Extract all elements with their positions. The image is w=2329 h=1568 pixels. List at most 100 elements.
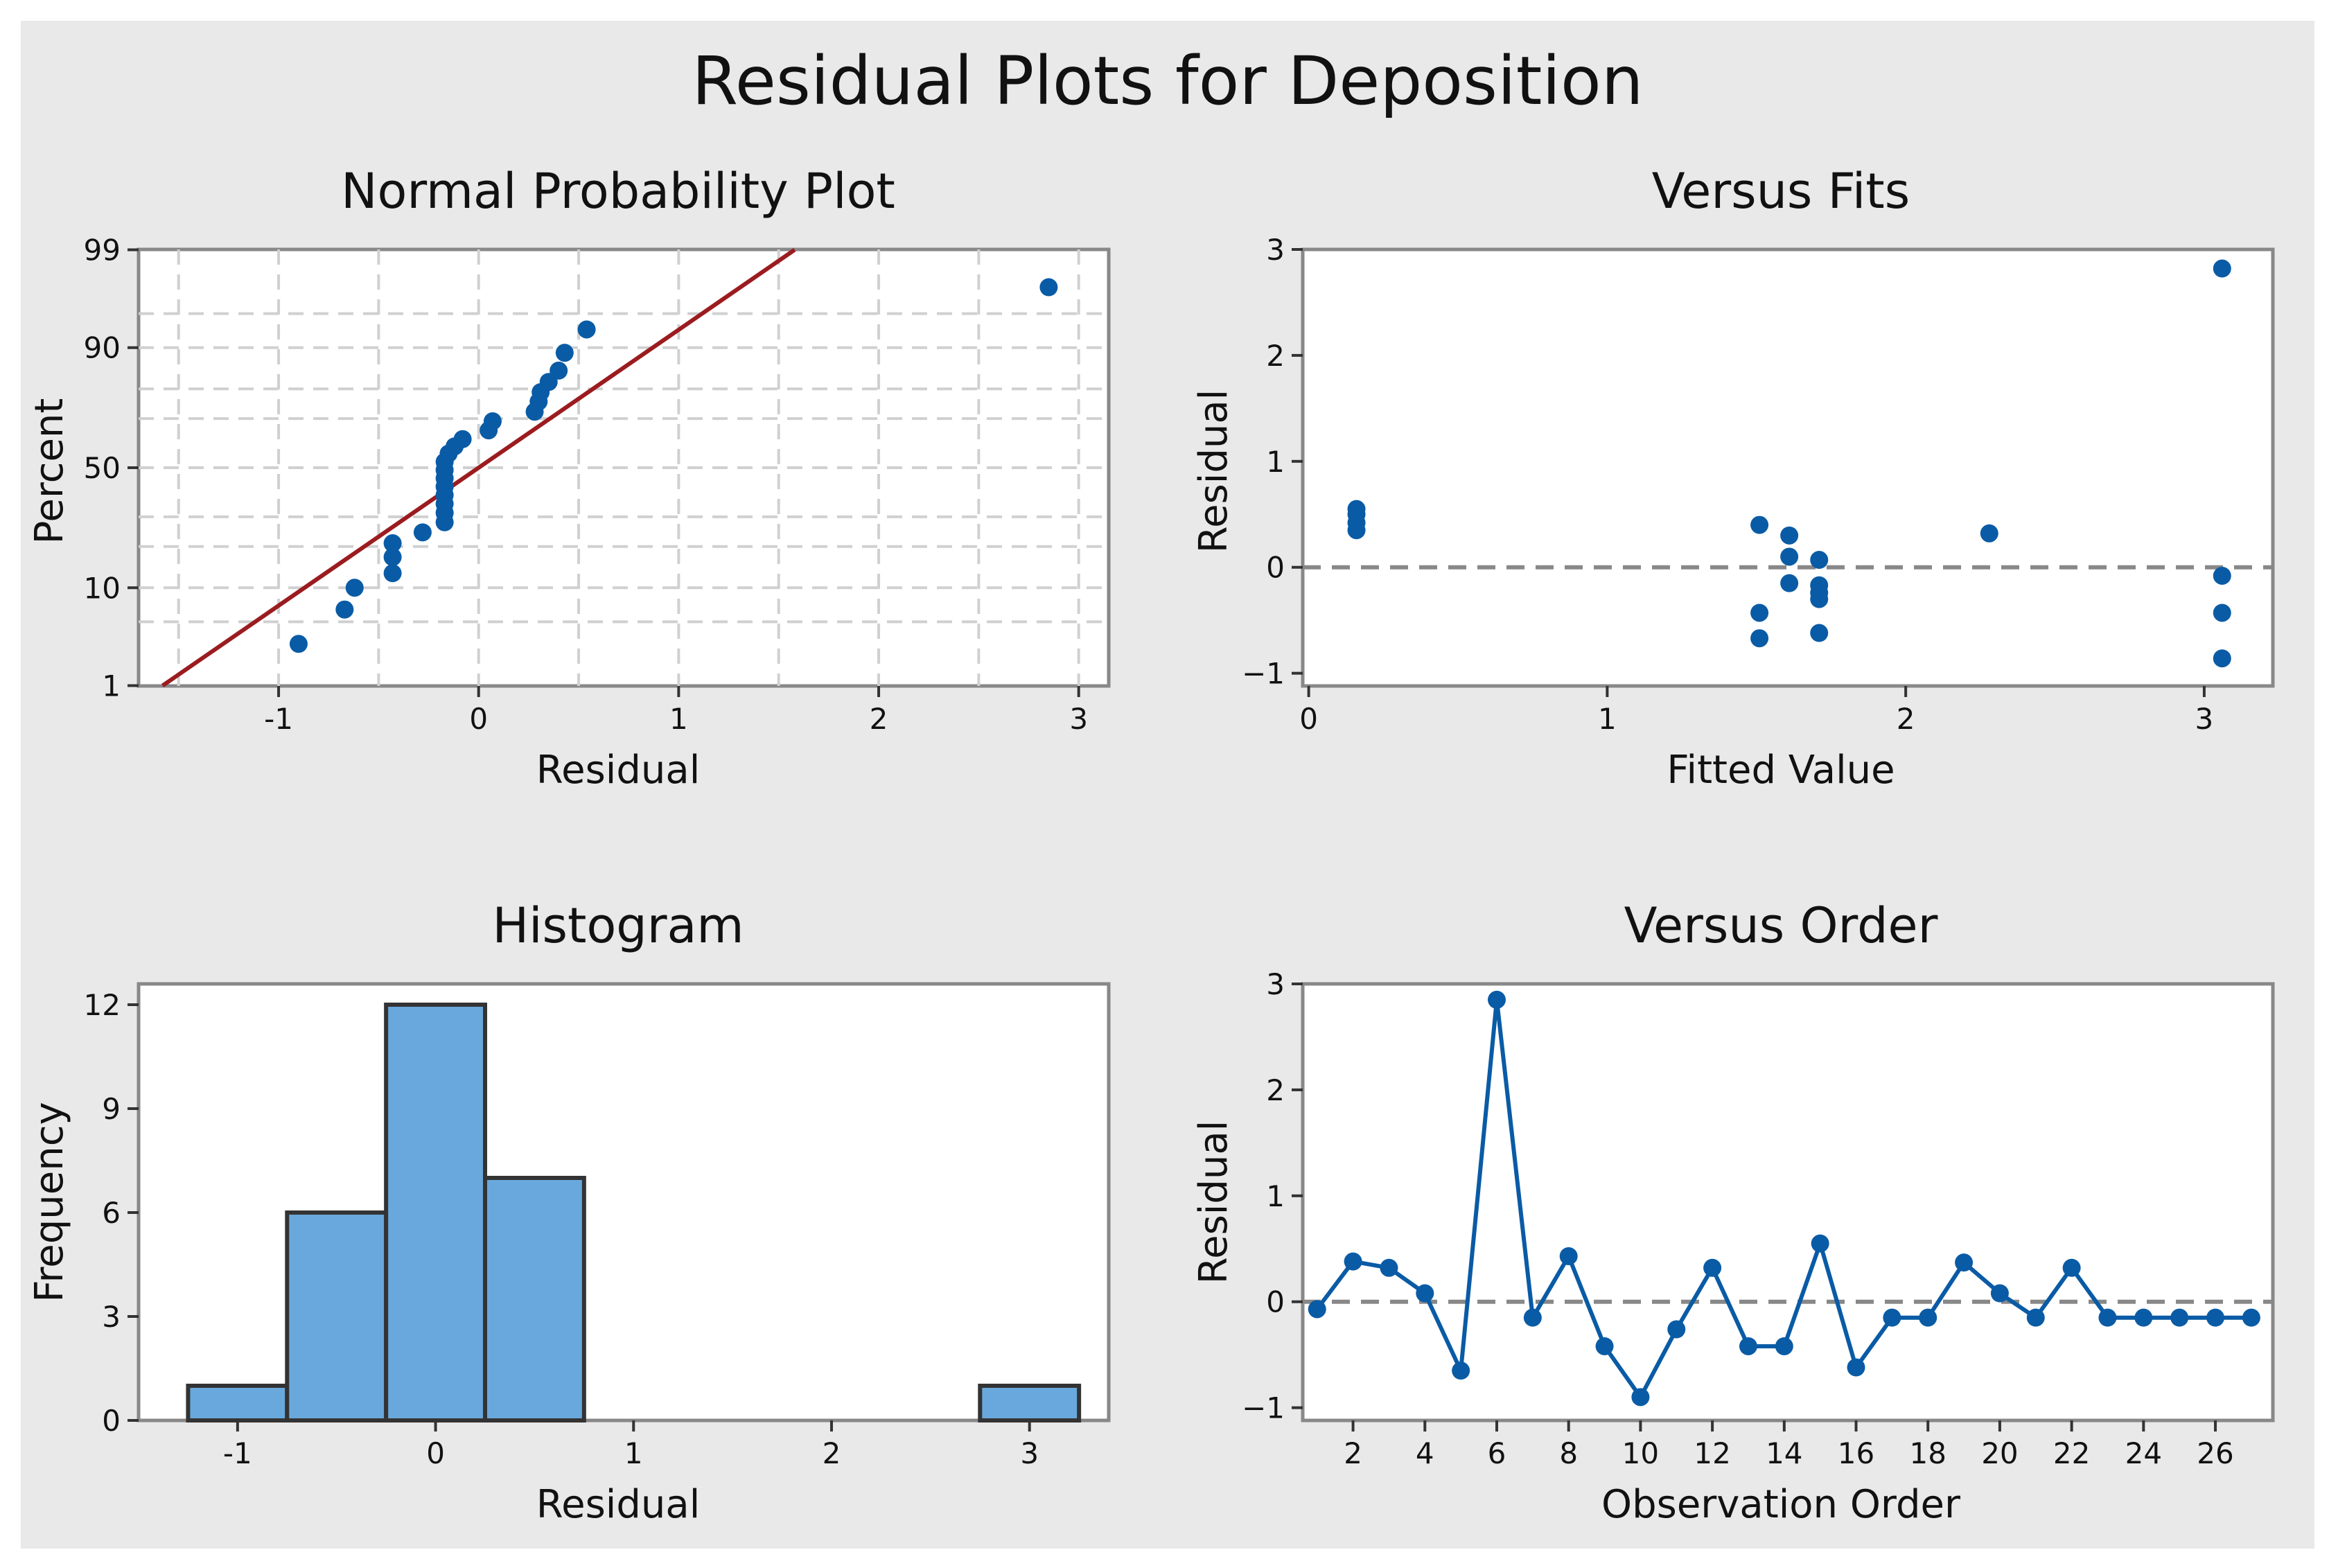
- order-data-point: [1308, 1300, 1326, 1319]
- figure-title: Residual Plots for Deposition: [692, 42, 1643, 120]
- order-y-ticks: −1 0 1 2 3: [1242, 967, 1303, 1425]
- order-data-point: [1703, 1258, 1722, 1277]
- x-tick-label: 6: [1488, 1436, 1506, 1470]
- histogram-bars: [186, 1003, 1082, 1422]
- normal-data-point: [335, 600, 354, 619]
- fits-data-point: [1780, 574, 1799, 592]
- fits-data-point: [2213, 566, 2231, 585]
- order-data-point: [1631, 1388, 1650, 1407]
- histogram-title: Histogram: [492, 897, 744, 954]
- order-data-point: [1775, 1337, 1793, 1355]
- y-tick-label: 0: [1266, 551, 1285, 585]
- order-data-point: [1416, 1284, 1434, 1303]
- normal-fit-line-group: [161, 248, 796, 687]
- normal-y-axis-label: Percent: [27, 398, 72, 545]
- normal-data-point: [413, 523, 432, 542]
- y-tick-label: 2: [1266, 1073, 1285, 1107]
- fits-x-axis-label: Fitted Value: [1667, 748, 1895, 793]
- x-tick-label: 20: [1981, 1436, 2018, 1470]
- x-tick-label: 18: [1909, 1436, 1946, 1470]
- y-tick-label: 1: [1266, 1179, 1285, 1213]
- x-tick-label: 4: [1416, 1436, 1434, 1470]
- fits-data-point: [1810, 624, 1829, 642]
- fits-y-axis-label: Residual: [1191, 389, 1236, 554]
- y-tick-label: 2: [1266, 339, 1285, 373]
- x-tick-label: 1: [624, 1436, 643, 1470]
- fits-data-point: [1810, 590, 1829, 608]
- order-x-ticks: 2 4 6 8 10 12 14 16 18 20 22 24 26: [1344, 1420, 2234, 1470]
- fits-y-ticks: −1 0 1 2 3: [1242, 233, 1303, 691]
- normal-data-point: [1039, 278, 1058, 297]
- normal-y-ticks: 1 10 50 90 99: [84, 233, 139, 703]
- x-tick-label: 24: [2125, 1436, 2162, 1470]
- fits-data-point: [2213, 259, 2231, 278]
- x-tick-label: -1: [223, 1436, 252, 1470]
- order-data-point: [1739, 1337, 1757, 1355]
- x-tick-label: 3: [2195, 702, 2214, 736]
- order-data-point: [1919, 1308, 1937, 1327]
- histogram-y-axis-label: Frequency: [27, 1102, 72, 1302]
- x-tick-label: 2: [823, 1436, 841, 1470]
- y-tick-label: 90: [84, 331, 121, 365]
- normal-data-point: [383, 564, 402, 583]
- normal-data-point: [555, 344, 574, 362]
- histogram-x-axis-label: Residual: [536, 1482, 701, 1527]
- y-tick-label: 6: [102, 1196, 121, 1230]
- x-tick-label: 8: [1559, 1436, 1578, 1470]
- x-tick-label: 2: [1344, 1436, 1362, 1470]
- histogram-bar: [186, 1384, 290, 1422]
- x-tick-label: 12: [1694, 1436, 1730, 1470]
- fits-points: [1347, 259, 2231, 668]
- histogram-plot-area: [137, 982, 1111, 1422]
- histogram-bar: [483, 1176, 586, 1422]
- order-data-point: [2242, 1308, 2260, 1327]
- versus-fits-plot: Versus Fits 0 1 2 3 −1 0 1 2 3 Fitted Value Res…: [1191, 163, 2275, 793]
- order-data-point: [1955, 1253, 1974, 1272]
- y-tick-label: 99: [84, 233, 121, 267]
- x-tick-label: 3: [1020, 1436, 1039, 1470]
- x-tick-label: 3: [1069, 702, 1088, 736]
- x-tick-label: 1: [1598, 702, 1617, 736]
- normal-data-point: [550, 361, 568, 380]
- x-tick-label: 10: [1622, 1436, 1659, 1470]
- x-tick-label: -1: [264, 702, 293, 736]
- order-data-point: [2206, 1308, 2225, 1327]
- fits-data-point: [1810, 551, 1829, 570]
- order-data-point: [1847, 1358, 1865, 1377]
- y-tick-label: −1: [1242, 657, 1285, 691]
- histogram-y-ticks: 0 3 6 9 12: [84, 988, 139, 1438]
- y-tick-label: 3: [1266, 967, 1285, 1001]
- y-tick-label: 1: [1266, 445, 1285, 479]
- fits-data-point: [1980, 524, 1998, 543]
- x-tick-label: 2: [1897, 702, 1915, 736]
- order-x-axis-label: Observation Order: [1601, 1482, 1961, 1527]
- normal-fit-line: [161, 248, 796, 687]
- normal-plot-title: Normal Probability Plot: [341, 163, 895, 220]
- x-tick-label: 26: [2197, 1436, 2233, 1470]
- y-tick-label: 0: [102, 1404, 121, 1438]
- order-data-point: [1559, 1247, 1578, 1265]
- y-tick-label: 3: [1266, 233, 1285, 267]
- y-tick-label: 9: [102, 1092, 121, 1126]
- histogram-bar: [384, 1003, 488, 1422]
- x-tick-label: 22: [2053, 1436, 2090, 1470]
- fits-data-point: [1750, 516, 1769, 534]
- order-plot-title: Versus Order: [1624, 897, 1938, 954]
- fits-data-point: [1780, 526, 1799, 545]
- histogram-bar: [978, 1384, 1082, 1422]
- order-data-point: [2170, 1308, 2189, 1327]
- versus-order-plot: Versus Order 2 4 6 8 10 12 14 16 18 20 22 24 26 −101…: [1191, 897, 2275, 1527]
- x-tick-label: 0: [426, 1436, 445, 1470]
- order-plot-area: [1301, 982, 2275, 1422]
- normal-data-point: [383, 547, 402, 566]
- normal-data-point: [483, 412, 502, 430]
- order-data-point: [2062, 1258, 2081, 1277]
- order-data-point: [1990, 1284, 2009, 1303]
- fits-data-point: [2213, 604, 2231, 622]
- order-data-point: [1523, 1308, 1542, 1327]
- y-tick-label: 10: [84, 571, 121, 605]
- order-data-point: [1380, 1258, 1398, 1277]
- histogram-bar: [285, 1210, 389, 1422]
- order-data-point: [1883, 1308, 1901, 1327]
